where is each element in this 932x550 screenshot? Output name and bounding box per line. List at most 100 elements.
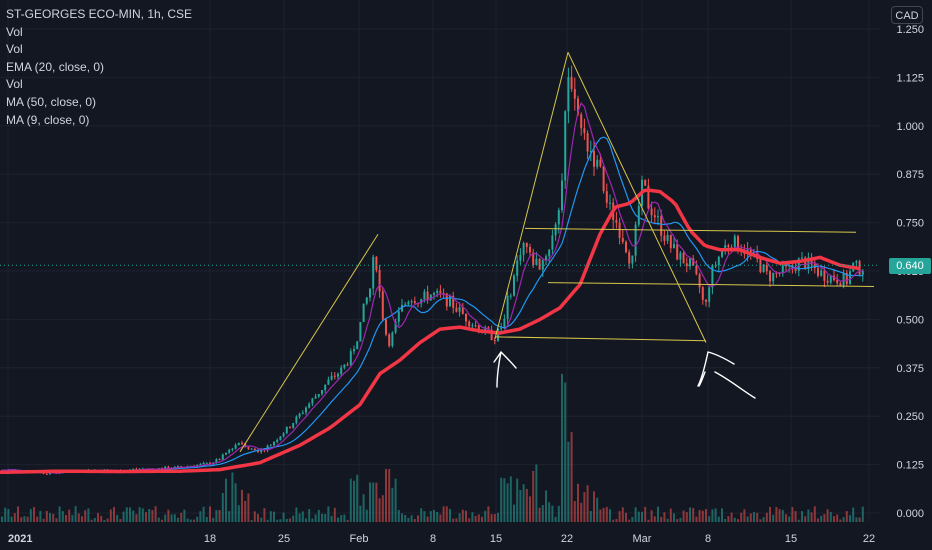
- candle-body: [167, 466, 170, 469]
- candle-body: [689, 258, 691, 267]
- volume-bar: [359, 505, 362, 522]
- candle-body: [257, 450, 259, 453]
- price-tick-label: 0.250: [896, 411, 924, 423]
- candle-body: [260, 449, 263, 453]
- volume-bar: [826, 509, 829, 522]
- candle-body: [250, 448, 253, 450]
- volume-bar: [397, 509, 400, 522]
- volume-bar: [618, 511, 621, 522]
- legend-vol-3[interactable]: Vol: [6, 77, 23, 92]
- candle-body: [801, 257, 803, 259]
- volume-bar: [701, 510, 704, 522]
- volume-bar: [244, 500, 247, 522]
- candle-body: [628, 252, 631, 264]
- volume-bar: [17, 506, 19, 522]
- volume-bar: [772, 514, 775, 522]
- volume-bar: [692, 508, 695, 522]
- currency-badge[interactable]: CAD: [891, 6, 923, 24]
- volume-bar: [452, 518, 455, 522]
- hand-arrow-2: [697, 351, 756, 399]
- volume-bar: [436, 511, 439, 522]
- volume-bar: [215, 510, 218, 522]
- candle-body: [829, 275, 832, 283]
- time-axis[interactable]: 2021 18 25 Feb 8 15 22 Mar 8 15 22: [8, 533, 875, 545]
- volume-bar: [861, 506, 864, 522]
- volume-bar: [212, 517, 215, 522]
- volume-bar: [570, 432, 573, 522]
- time-tick-label: Feb: [350, 533, 369, 545]
- volume-bar: [161, 519, 163, 522]
- volume-bar: [461, 509, 464, 522]
- volume-bar: [573, 501, 576, 522]
- volume-bar: [442, 506, 445, 522]
- candle-body: [253, 448, 256, 451]
- candle-body: [817, 268, 819, 276]
- volume-bar: [7, 509, 10, 522]
- candle-body: [737, 236, 739, 252]
- candle-body: [615, 220, 618, 223]
- hand-drawn-arrows: [493, 351, 756, 399]
- volume-bar: [455, 518, 458, 522]
- moving-averages: [0, 101, 863, 475]
- volume-bar: [615, 518, 618, 522]
- legend-vol-1[interactable]: Vol: [6, 24, 23, 39]
- candle-body: [349, 351, 352, 366]
- volume-bar: [820, 515, 823, 522]
- candle-body: [650, 208, 653, 216]
- candle-body: [401, 305, 403, 312]
- candle-body: [343, 364, 346, 368]
- volume-bar: [541, 505, 544, 522]
- candle-body: [663, 235, 666, 241]
- candle-body: [497, 328, 499, 341]
- candle-body: [769, 271, 771, 282]
- legend: ST-GEORGES ECO-MIN, 1h, CSE Vol Vol EMA …: [6, 6, 192, 129]
- volume-bar: [1, 516, 3, 522]
- volume-bar: [797, 519, 800, 522]
- volume-bar: [817, 518, 819, 522]
- ma-9-line: [1, 101, 863, 474]
- legend-ema-20[interactable]: EMA (20, close, 0): [6, 59, 105, 74]
- legend-title[interactable]: ST-GEORGES ECO-MIN, 1h, CSE: [6, 7, 193, 21]
- candle-body: [775, 272, 778, 274]
- candle-body: [823, 270, 826, 281]
- legend-vol-2[interactable]: Vol: [6, 42, 23, 57]
- volume-bar: [545, 490, 547, 522]
- volume-bar: [247, 493, 250, 522]
- candle-body: [695, 265, 698, 275]
- volume-bar: [282, 512, 285, 522]
- candle-body: [660, 216, 663, 236]
- candle-body: [394, 321, 397, 333]
- candle-body: [132, 468, 135, 470]
- volume-bar: [391, 487, 394, 522]
- trend-line: [494, 52, 569, 339]
- volume-bar: [375, 482, 378, 522]
- candle-body: [461, 307, 464, 314]
- volume-bar: [266, 519, 269, 522]
- candle-body: [180, 466, 183, 468]
- volume-bar: [474, 515, 477, 522]
- candle-body: [279, 436, 282, 440]
- legend-ma-9[interactable]: MA (9, close, 0): [6, 112, 90, 127]
- candle-body: [586, 133, 589, 152]
- candle-body: [676, 244, 679, 260]
- candle-body: [778, 272, 781, 274]
- volume-bar: [145, 512, 147, 522]
- volume-bar: [676, 519, 679, 522]
- candle-body: [621, 237, 624, 243]
- candle-body: [679, 252, 682, 260]
- volume-bar: [663, 512, 666, 522]
- volume-bar: [237, 505, 240, 522]
- price-tick-label: 0.000: [896, 508, 924, 520]
- volume-bar: [641, 511, 643, 522]
- candle-body: [225, 452, 227, 455]
- candle-body: [269, 445, 272, 447]
- volume-bar: [58, 506, 61, 522]
- legend-ma-50[interactable]: MA (50, close, 0): [6, 94, 97, 109]
- volume-bar: [231, 472, 234, 522]
- volume-bar: [135, 514, 138, 522]
- volume-bar: [36, 516, 39, 522]
- candle-body: [490, 329, 493, 340]
- volume-bar: [417, 515, 419, 522]
- volume-bar: [855, 517, 858, 522]
